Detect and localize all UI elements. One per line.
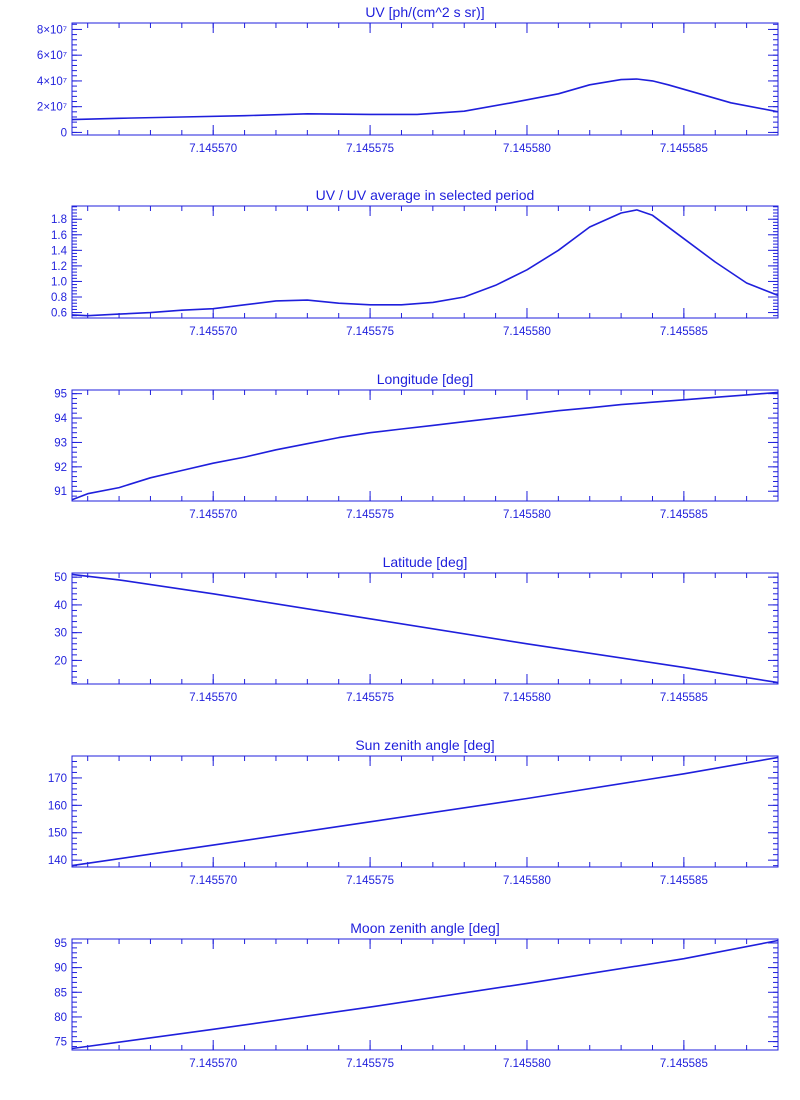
x-tick-label: 7.145585	[660, 875, 708, 887]
chart-title: Latitude [deg]	[383, 554, 468, 570]
y-tick-label: 92	[54, 462, 67, 474]
x-tick-label: 7.145585	[660, 692, 708, 704]
chart-panel-3: Longitude [deg] 7.145570 7.145575 7.145580 7…	[54, 371, 779, 521]
chart-panel-1: UV [ph/(cm^2 s sr)] 7.145570 7.145575 7.145…	[37, 4, 779, 155]
y-tick-label: 1.0	[51, 276, 67, 288]
x-tick-label: 7.145585	[660, 1058, 708, 1070]
y-tick-label: 93	[54, 437, 67, 449]
x-tick-label: 7.145575	[346, 326, 394, 338]
chart-panel-4: Latitude [deg] 7.145570 7.145575 7.145580 7.…	[54, 554, 779, 704]
y-tick-label: 0.6	[51, 308, 67, 320]
x-tick-label: 7.145580	[503, 1058, 551, 1070]
chart-title: UV / UV average in selected period	[316, 187, 535, 203]
x-tick-label: 7.145585	[660, 326, 708, 338]
x-tick-label: 7.145575	[346, 875, 394, 887]
y-tick-label: 150	[48, 828, 67, 840]
x-tick-label: 7.145580	[503, 692, 551, 704]
x-tick-label: 7.145585	[660, 509, 708, 521]
chart-panel-5: Sun zenith angle [deg] 7.145570 7.145575 7.…	[48, 737, 779, 887]
y-tick-label: 95	[54, 389, 67, 401]
y-tick-label: 0	[61, 127, 67, 139]
plot-frame	[71, 22, 779, 136]
y-tick-label: 4×10⁷	[37, 76, 67, 88]
y-tick-label: 95	[54, 938, 67, 950]
x-tick-label: 7.145580	[503, 875, 551, 887]
y-tick-label: 30	[54, 628, 67, 640]
chart-panel-6: Moon zenith angle [deg] 7.145570 7.145575 7…	[54, 920, 779, 1070]
chart-panel-2: UV / UV average in selected period 7.1455…	[51, 187, 779, 338]
series-line-1	[71, 209, 779, 317]
plot-frame	[71, 205, 779, 319]
x-tick-label: 7.145570	[189, 509, 237, 521]
y-tick-label: 75	[54, 1037, 67, 1049]
x-tick-label: 7.145575	[346, 1058, 394, 1070]
plot-frame	[71, 938, 779, 1051]
y-tick-label: 170	[48, 773, 67, 785]
x-tick-label: 7.145570	[189, 143, 237, 155]
x-tick-label: 7.145570	[189, 875, 237, 887]
y-tick-label: 140	[48, 855, 67, 867]
chart-title: Longitude [deg]	[377, 371, 474, 387]
y-tick-label: 6×10⁷	[37, 50, 67, 62]
x-tick-label: 7.145575	[346, 143, 394, 155]
y-tick-label: 0.8	[51, 292, 67, 304]
x-tick-label: 7.145570	[189, 692, 237, 704]
x-tick-label: 7.145585	[660, 143, 708, 155]
y-tick-label: 160	[48, 800, 67, 812]
x-tick-label: 7.145575	[346, 509, 394, 521]
chart-title: UV [ph/(cm^2 s sr)]	[365, 4, 484, 20]
y-tick-label: 2×10⁷	[37, 102, 67, 114]
x-tick-label: 7.145580	[503, 143, 551, 155]
x-tick-label: 7.145570	[189, 326, 237, 338]
y-tick-label: 1.2	[51, 261, 67, 273]
y-tick-label: 1.4	[51, 245, 68, 257]
x-tick-label: 7.145575	[346, 692, 394, 704]
chart-title: Sun zenith angle [deg]	[355, 737, 494, 753]
x-tick-label: 7.145570	[189, 1058, 237, 1070]
plot-frame	[71, 755, 779, 868]
y-tick-label: 40	[54, 600, 67, 612]
series-line-1	[71, 78, 779, 121]
series-line-1	[71, 573, 779, 684]
y-tick-label: 94	[54, 413, 67, 425]
series-line-1	[71, 391, 779, 501]
plot-frame	[71, 389, 779, 502]
y-tick-label: 1.6	[51, 230, 67, 242]
series-line-1	[71, 939, 779, 1050]
chart-title: Moon zenith angle [deg]	[350, 920, 499, 936]
x-tick-label: 7.145580	[503, 509, 551, 521]
plot-frame	[71, 572, 779, 685]
y-tick-label: 50	[54, 572, 67, 584]
y-tick-label: 90	[54, 963, 67, 975]
y-tick-label: 8×10⁷	[37, 24, 67, 36]
y-tick-label: 85	[54, 987, 67, 999]
y-tick-label: 91	[54, 486, 67, 498]
y-tick-label: 20	[54, 655, 67, 667]
series-line-1	[71, 756, 779, 867]
y-tick-label: 1.8	[51, 214, 67, 226]
y-tick-label: 80	[54, 1012, 67, 1024]
x-tick-label: 7.145580	[503, 326, 551, 338]
